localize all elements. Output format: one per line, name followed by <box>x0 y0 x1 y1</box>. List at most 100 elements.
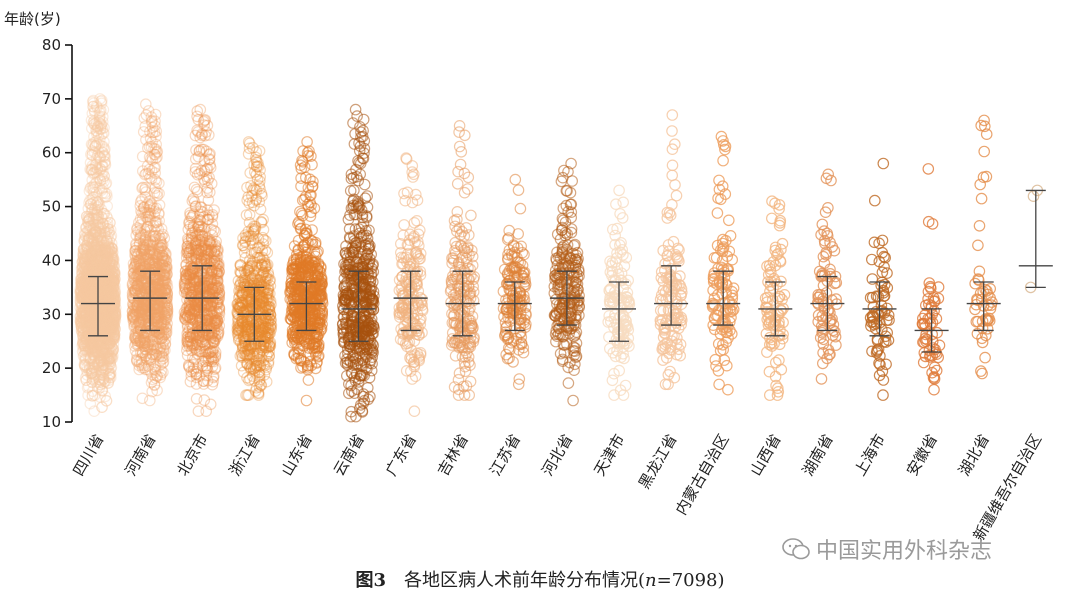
data-point <box>83 263 96 276</box>
data-point <box>75 300 88 312</box>
data-point <box>100 331 112 343</box>
data-point <box>80 261 93 274</box>
data-point <box>89 294 101 307</box>
data-point <box>103 276 115 289</box>
data-point <box>94 270 106 282</box>
data-point <box>108 268 121 281</box>
data-point <box>100 323 112 335</box>
data-point <box>106 294 118 307</box>
data-point <box>109 285 121 298</box>
data-point <box>106 267 118 280</box>
data-point <box>95 95 107 108</box>
data-point <box>99 282 111 294</box>
data-point <box>79 347 92 359</box>
data-point <box>103 256 116 268</box>
data-point <box>95 184 108 196</box>
data-point <box>82 202 95 215</box>
data-point <box>85 268 97 281</box>
data-point <box>90 158 103 171</box>
data-point <box>81 212 94 224</box>
data-point <box>99 260 111 273</box>
data-point <box>107 303 120 316</box>
data-point <box>90 119 102 132</box>
data-point <box>104 300 117 312</box>
data-point <box>99 304 112 317</box>
data-point <box>83 294 95 307</box>
data-point <box>93 241 106 253</box>
data-point <box>97 343 110 355</box>
data-point <box>102 258 115 271</box>
data-point <box>93 262 106 274</box>
data-point <box>89 161 101 174</box>
data-point <box>96 327 108 340</box>
data-point <box>106 250 119 262</box>
data-point <box>106 345 118 358</box>
data-point <box>90 243 103 255</box>
data-point <box>82 279 94 292</box>
data-point <box>79 274 91 286</box>
data-point <box>103 349 115 362</box>
data-point <box>80 353 92 366</box>
data-point <box>107 314 120 326</box>
data-point <box>88 239 101 252</box>
data-point <box>76 300 89 313</box>
data-point <box>83 301 96 313</box>
data-point <box>99 390 112 403</box>
data-point <box>76 307 89 320</box>
data-point <box>81 293 93 306</box>
data-point <box>97 127 109 140</box>
data-point <box>100 274 112 287</box>
data-point <box>99 347 111 359</box>
data-point <box>85 259 98 272</box>
data-point <box>87 214 99 226</box>
data-point <box>78 349 91 362</box>
data-point <box>82 319 94 332</box>
data-point <box>81 276 93 289</box>
data-point <box>82 266 94 279</box>
data-point <box>103 276 115 288</box>
data-point <box>80 314 92 327</box>
data-point <box>96 268 109 280</box>
data-point <box>102 303 115 316</box>
data-point <box>94 295 107 308</box>
data-point <box>85 338 97 350</box>
data-point <box>105 285 117 297</box>
data-point <box>94 255 107 268</box>
data-point <box>107 271 120 284</box>
data-point <box>87 196 100 209</box>
data-point <box>96 322 108 334</box>
data-point <box>97 342 110 354</box>
data-point <box>105 288 118 300</box>
data-point <box>83 233 95 246</box>
data-point <box>98 239 111 252</box>
data-point <box>78 339 90 352</box>
data-point <box>95 119 107 132</box>
data-point <box>92 315 105 328</box>
data-point <box>81 272 93 284</box>
data-point <box>105 312 117 324</box>
data-point <box>96 384 108 397</box>
data-point <box>101 338 114 350</box>
data-point <box>90 239 103 251</box>
data-point <box>76 281 88 293</box>
data-point <box>97 247 109 259</box>
data-point <box>80 240 93 252</box>
data-point <box>107 252 119 265</box>
data-point <box>106 318 118 330</box>
data-point <box>82 289 95 301</box>
data-point <box>103 287 115 300</box>
data-point <box>89 279 101 292</box>
data-point <box>89 181 101 193</box>
data-point <box>89 106 101 118</box>
data-point <box>107 325 120 338</box>
data-point <box>82 389 94 401</box>
data-point <box>105 270 118 282</box>
data-point <box>96 295 108 308</box>
data-point <box>86 193 98 205</box>
data-point <box>91 381 104 393</box>
data-point <box>86 339 98 351</box>
data-point <box>84 252 96 265</box>
data-point <box>85 305 98 318</box>
data-point <box>104 368 117 380</box>
data-point <box>104 358 116 370</box>
